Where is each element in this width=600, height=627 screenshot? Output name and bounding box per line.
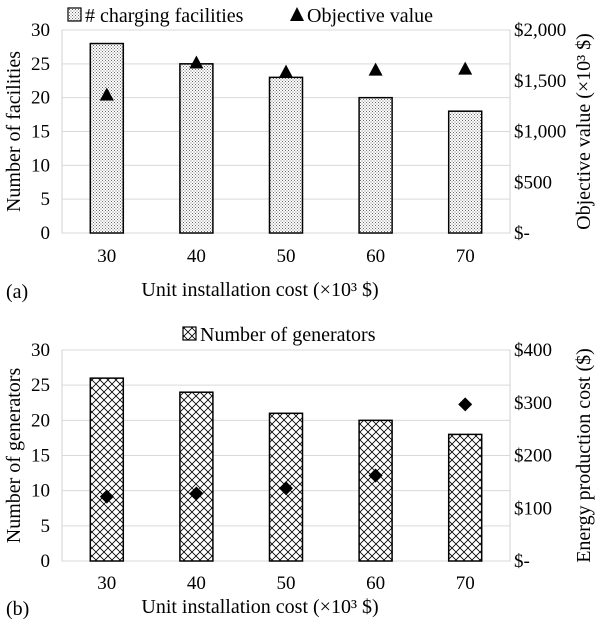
y-tick-label: 20 xyxy=(31,88,50,109)
bar xyxy=(179,391,214,562)
y2-axis-title: Objective value (×10³ $) xyxy=(573,33,595,230)
legend-label: Number of generators xyxy=(200,324,376,346)
chart-panel-b: 0 5 10 15 20 25 30 $- $100 $200 $300 $400 30 40 50 60 70… xyxy=(3,324,595,620)
y2-tick-label: $2,000 xyxy=(514,20,566,41)
x-axis-title: Unit installation cost (×10³ $) xyxy=(141,279,378,301)
y-axis-title: Number of generators xyxy=(3,368,25,544)
y2-tick-label: $400 xyxy=(514,340,552,361)
y-tick-label: 30 xyxy=(31,340,50,361)
y2-tick-label: $500 xyxy=(514,172,552,193)
y-axis-title: Number of facilities xyxy=(3,51,25,212)
y2-tick-label: $300 xyxy=(514,393,552,414)
x-tick-label: 60 xyxy=(366,246,385,267)
y-tick-label: 0 xyxy=(41,223,51,244)
chart-panel-a: 0 5 10 15 20 25 30 $- $500 $1,000 $1,500 $2,000 30 40… xyxy=(3,5,595,303)
energy-cost-point xyxy=(189,486,204,501)
bar xyxy=(447,110,483,234)
legend-label: # charging facilities xyxy=(85,5,244,27)
panel-label: (b) xyxy=(6,598,29,620)
bar xyxy=(358,96,393,234)
legend-swatch xyxy=(67,7,82,22)
y-tick-label: 10 xyxy=(31,155,50,176)
x-tick-label: 60 xyxy=(366,573,385,594)
objective-value-point xyxy=(99,87,114,101)
energy-cost-point xyxy=(99,489,114,504)
x-tick-label: 40 xyxy=(187,573,206,594)
legend-swatch xyxy=(182,326,197,341)
x-tick-label: 30 xyxy=(97,246,116,267)
x-tick-label: 50 xyxy=(277,246,296,267)
y-tick-label: 30 xyxy=(31,20,50,41)
bar xyxy=(179,63,214,234)
x-axis-title: Unit installation cost (×10³ $) xyxy=(141,596,378,618)
y2-tick-label: $100 xyxy=(514,498,552,519)
legend-label: Objective value xyxy=(307,5,433,27)
y-tick-label: 25 xyxy=(31,54,50,75)
y-tick-label: 5 xyxy=(41,516,51,537)
energy-cost-point xyxy=(368,468,383,483)
energy-cost-point xyxy=(458,397,473,412)
y2-tick-label: $1,500 xyxy=(514,71,566,92)
bar xyxy=(89,377,125,562)
y2-tick-label: $200 xyxy=(514,446,552,467)
y2-tick-label: $- xyxy=(514,551,530,572)
bar xyxy=(89,42,125,234)
x-tick-label: 40 xyxy=(187,246,206,267)
x-tick-label: 70 xyxy=(456,246,475,267)
objective-value-point xyxy=(279,64,293,78)
bar xyxy=(268,76,304,234)
bar xyxy=(358,419,393,562)
y-tick-label: 5 xyxy=(41,189,51,210)
y-tick-label: 20 xyxy=(31,410,50,431)
objective-value-point xyxy=(368,62,383,76)
legend-marker xyxy=(290,7,304,21)
y-tick-label: 25 xyxy=(31,375,50,396)
y-tick-label: 15 xyxy=(31,122,50,143)
y-tick-label: 0 xyxy=(41,551,51,572)
y2-tick-label: $- xyxy=(514,223,530,244)
y2-axis-title: Energy production cost ($) xyxy=(573,348,595,563)
y-tick-label: 10 xyxy=(31,481,50,502)
bar xyxy=(447,433,483,562)
x-tick-label: 70 xyxy=(456,573,475,594)
objective-value-point xyxy=(189,55,204,69)
energy-cost-point xyxy=(279,481,293,496)
panel-label: (a) xyxy=(6,281,28,303)
x-tick-label: 50 xyxy=(277,573,296,594)
y-tick-label: 15 xyxy=(31,446,50,467)
objective-value-point xyxy=(458,61,473,75)
x-tick-label: 30 xyxy=(97,573,116,594)
y2-tick-label: $1,000 xyxy=(514,122,566,143)
